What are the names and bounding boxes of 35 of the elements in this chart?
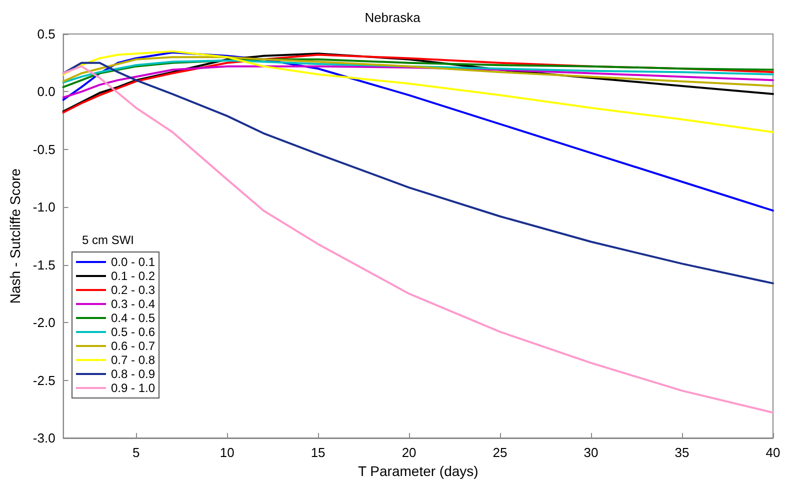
- x-tick-label: 40: [766, 445, 780, 460]
- legend-label: 0.3 - 0.4: [111, 297, 156, 311]
- y-tick-label: -1.5: [32, 257, 56, 272]
- legend-label: 0.8 - 0.9: [111, 367, 156, 381]
- y-tick-label: -0.5: [32, 142, 56, 157]
- legend-label: 0.2 - 0.3: [111, 283, 156, 297]
- y-tick-label: -2.0: [32, 315, 56, 330]
- x-tick-label: 10: [220, 445, 234, 460]
- y-axis-title: Nash - Sutcliffe Score: [7, 168, 23, 304]
- legend-label: 0.1 - 0.2: [111, 269, 156, 283]
- line-series: [62, 62, 774, 284]
- chart-title: Nebraska: [364, 10, 422, 25]
- line-series: [62, 65, 774, 414]
- legend-label: 0.5 - 0.6: [111, 325, 156, 339]
- line-series: [62, 65, 774, 98]
- x-axis-title: T Parameter (days): [358, 462, 478, 479]
- legend-label: 0.7 - 0.8: [111, 353, 156, 367]
- x-tick-label: 35: [674, 445, 690, 460]
- line-series: [62, 51, 774, 212]
- y-tick-label: -2.5: [32, 372, 56, 388]
- legend-label: 0.9 - 1.0: [111, 381, 156, 395]
- legend-label: 0.6 - 0.7: [111, 339, 156, 353]
- x-tick-label: 30: [584, 445, 598, 460]
- y-tick-label: -3.0: [32, 430, 56, 446]
- y-tick-label: 0.0: [37, 84, 56, 100]
- y-tick-label: -1.0: [32, 200, 56, 215]
- x-tick-label: 20: [402, 445, 416, 460]
- line-series: [62, 50, 774, 134]
- legend-label: 0.4 - 0.5: [111, 311, 156, 325]
- legend-title: 5 cm SWI: [82, 233, 134, 247]
- x-tick-label: 5: [132, 445, 140, 460]
- legend-label: 0.0 - 0.1: [111, 255, 156, 269]
- x-tick-label: 15: [310, 445, 326, 460]
- x-tick-label: 25: [492, 445, 508, 460]
- y-tick-label: 0.5: [37, 26, 56, 42]
